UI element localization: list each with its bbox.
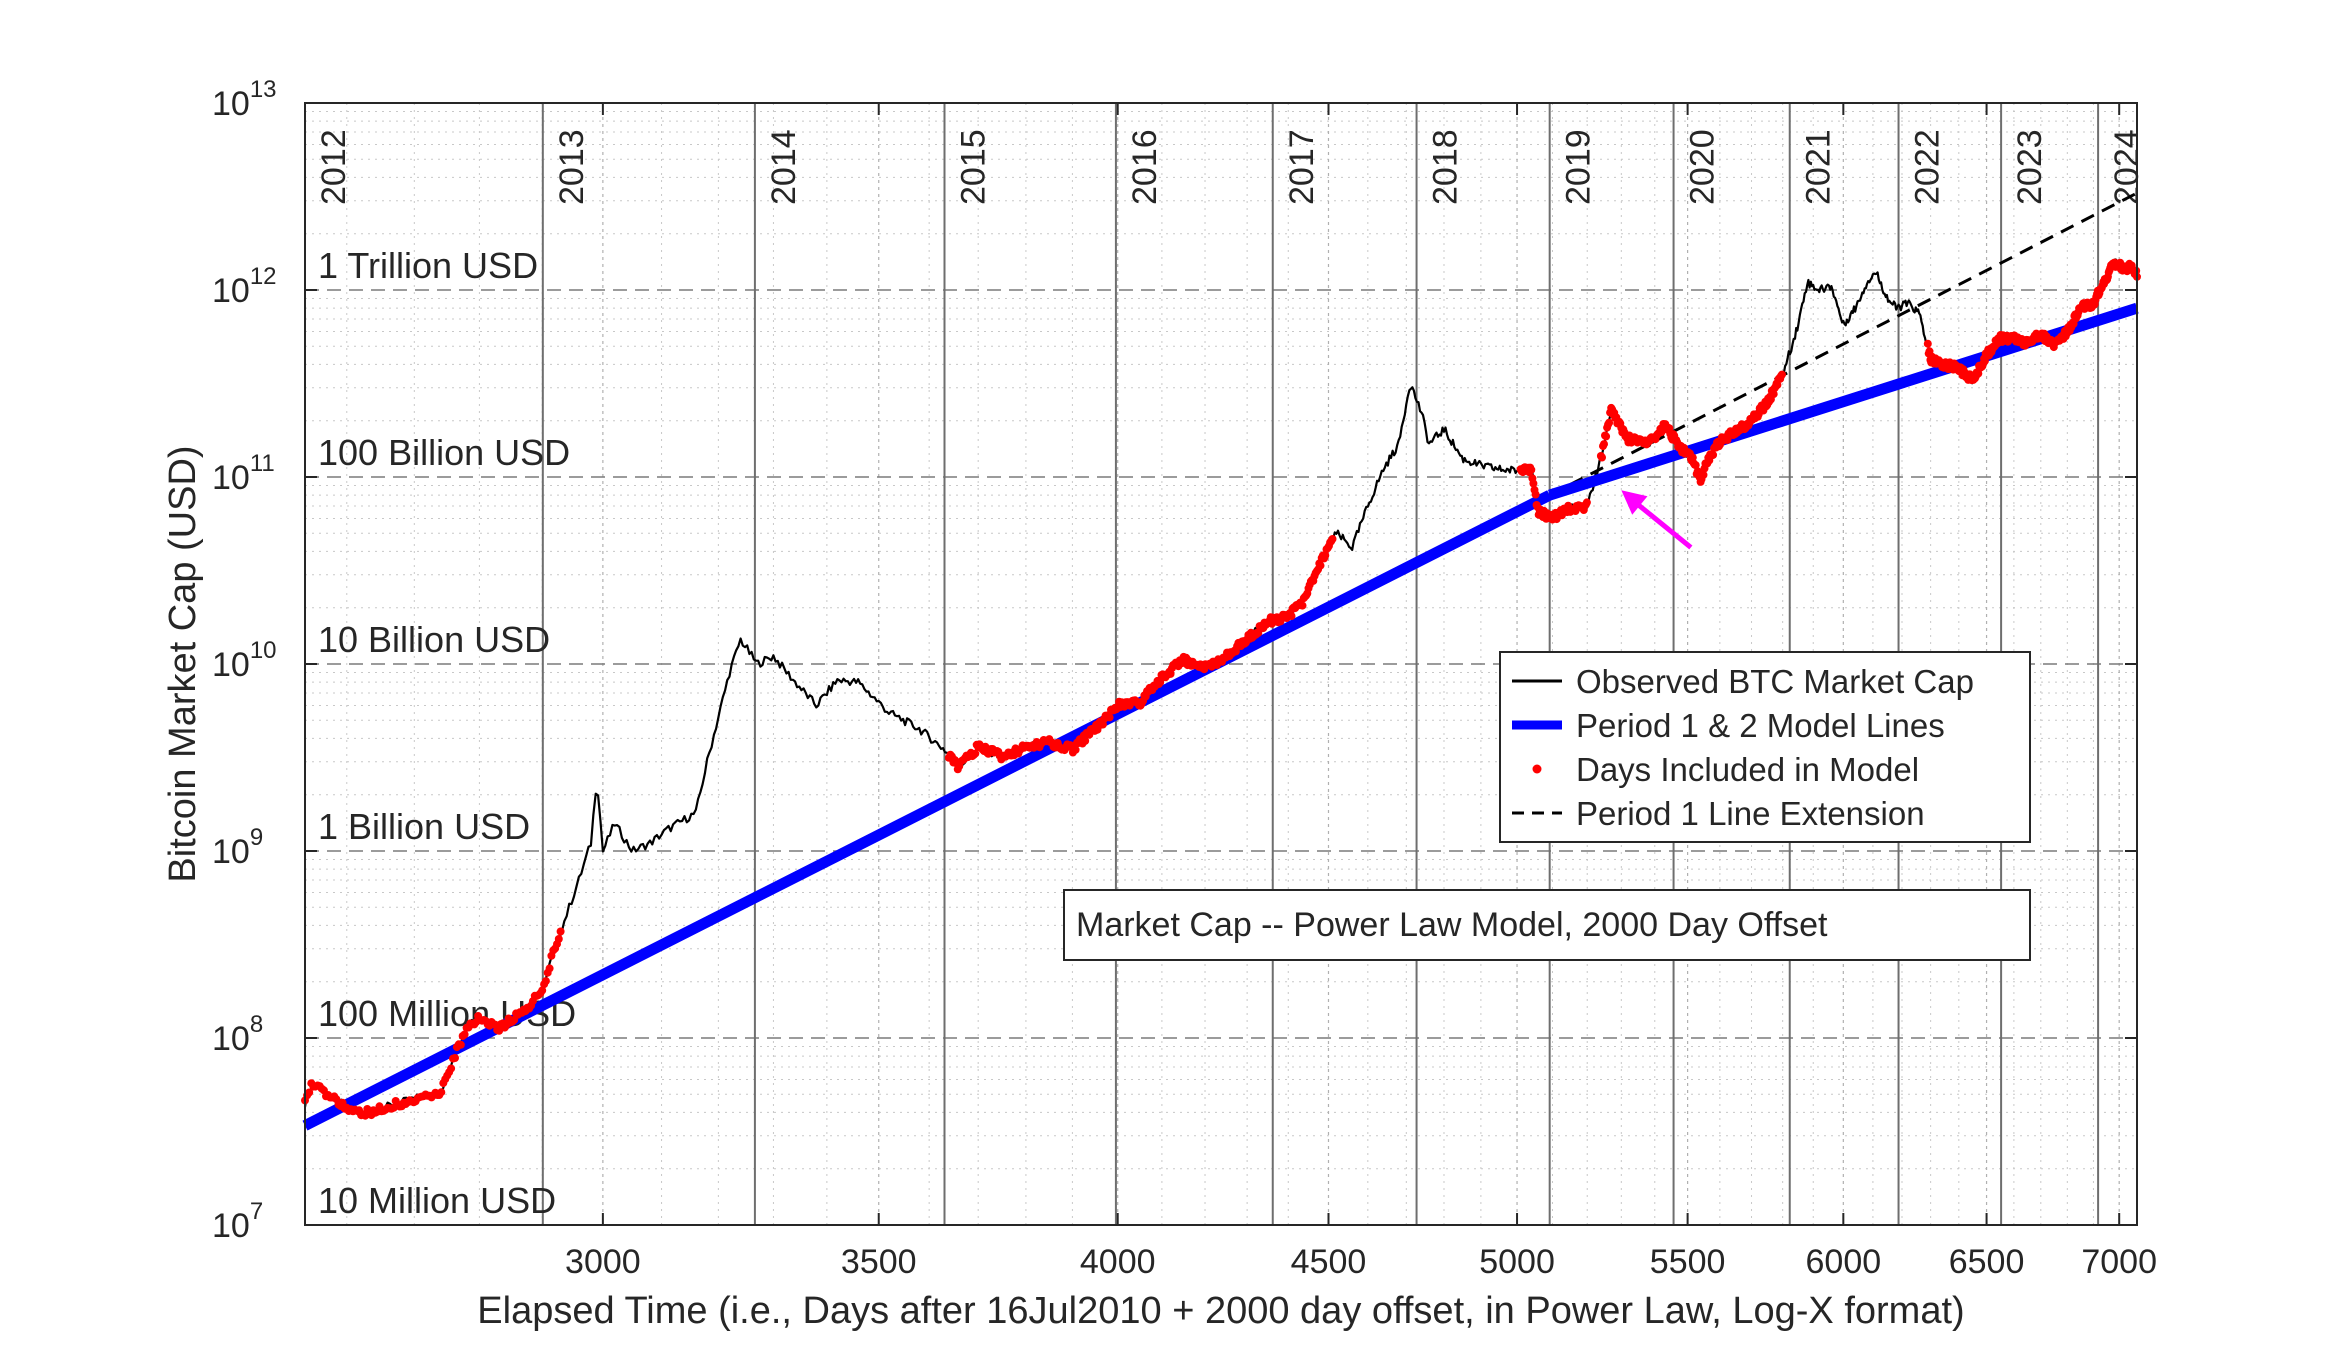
model-day-dot	[451, 1054, 459, 1062]
model-day-dot	[554, 935, 563, 943]
model-day-dot	[1531, 490, 1540, 499]
y-tick-label: 107	[212, 1198, 263, 1245]
model-day-dot	[1105, 713, 1114, 722]
period-1-line-extension	[1548, 191, 2138, 497]
model-day-dot	[1298, 601, 1307, 610]
model-day-dot	[1600, 440, 1608, 449]
series-layer	[301, 191, 2141, 1131]
y-tick-label: 1013	[212, 76, 277, 123]
year-label: 2015	[955, 129, 993, 205]
year-label: 2021	[1800, 129, 1838, 205]
model-day-dot	[1328, 535, 1337, 543]
model-day-dot	[1527, 465, 1536, 474]
y-tick-label: 1012	[212, 263, 277, 310]
year-label: 2016	[1126, 129, 1164, 205]
model-day-dot	[1778, 370, 1786, 379]
model-day-dot	[1769, 390, 1778, 399]
model-day-dot	[1723, 435, 1732, 444]
year-label: 2023	[2011, 129, 2049, 205]
x-tick-label: 5000	[1479, 1243, 1555, 1281]
year-label: 2019	[1560, 129, 1598, 205]
model-day-dot	[1582, 498, 1591, 507]
model-day-dot	[541, 977, 550, 986]
year-label: 2020	[1684, 129, 1722, 205]
legend-swatch-days	[1532, 764, 1542, 774]
model-day-dot	[556, 927, 565, 936]
model-day-dot	[1081, 736, 1090, 745]
magnitude-label: 1 Billion USD	[318, 806, 530, 847]
x-tick-label: 5500	[1650, 1243, 1726, 1281]
magnitude-labels: 1 Trillion USD 100 Billion USD 10 Billion …	[318, 245, 576, 1221]
y-tick-label: 109	[212, 824, 263, 871]
magnitude-label: 100 Billion USD	[318, 432, 570, 473]
magnitude-label: 1 Trillion USD	[318, 245, 538, 286]
model-day-dot	[1602, 432, 1611, 441]
model-day-dot	[1709, 450, 1718, 459]
x-axis-label: Elapsed Time (i.e., Days after 16Jul2010…	[477, 1290, 1964, 1332]
model-day-dot	[1598, 453, 1606, 462]
y-tick-label: 1010	[212, 637, 277, 684]
model-day-dot	[971, 749, 980, 758]
model-day-dot	[456, 1040, 465, 1049]
legend-box	[1499, 651, 2031, 843]
x-tick-label: 3000	[565, 1243, 641, 1281]
year-label: 2013	[553, 129, 591, 205]
y-tick-label: 1011	[212, 450, 275, 497]
model-day-dot	[1316, 561, 1325, 570]
model-day-dot	[1321, 551, 1330, 560]
model-day-dot	[1529, 479, 1538, 488]
x-tick-label: 4000	[1080, 1243, 1156, 1281]
year-label: 2014	[765, 129, 803, 205]
title-box: Market Cap -- Power Law Model, 2000 Day …	[1063, 889, 2031, 961]
model-day-dot	[1287, 612, 1296, 621]
x-tick-label: 3500	[841, 1243, 917, 1281]
model-day-dot	[447, 1064, 456, 1073]
chart-title: Market Cap -- Power Law Model, 2000 Day …	[1076, 906, 1828, 944]
model-day-dot	[1156, 678, 1165, 687]
magnitude-label: 10 Billion USD	[318, 619, 550, 660]
legend-label-days: Days Included in Model	[1576, 751, 1919, 788]
y-tick-label: 108	[212, 1011, 263, 1058]
annotation-arrow-head	[1621, 490, 1648, 515]
year-label: 2017	[1283, 129, 1321, 205]
model-day-dot	[1071, 745, 1080, 754]
model-day-dot	[460, 1030, 469, 1039]
magnitude-label: 10 Million USD	[318, 1180, 556, 1221]
x-tick-label: 6000	[1806, 1243, 1882, 1281]
model-day-dot	[1691, 461, 1700, 470]
year-label: 2022	[1909, 129, 1947, 205]
annotation-arrow-shaft	[1629, 497, 1693, 550]
title-box-frame	[1063, 889, 2031, 961]
legend: Observed BTC Market Cap Period 1 & 2 Mod…	[1499, 651, 2031, 843]
legend-label-extension: Period 1 Line Extension	[1576, 795, 1925, 832]
year-label: 2024	[2108, 129, 2146, 205]
legend-label-model: Period 1 & 2 Model Lines	[1576, 707, 1945, 744]
x-tick-label: 4500	[1291, 1243, 1367, 1281]
year-label: 2012	[315, 129, 353, 205]
model-day-dot	[437, 1088, 446, 1097]
model-day-dot	[1605, 418, 1614, 427]
x-tick-label: 7000	[2081, 1243, 2157, 1281]
legend-label-observed: Observed BTC Market Cap	[1576, 663, 1974, 700]
model-day-dot	[545, 964, 554, 973]
x-tick-label: 6500	[1949, 1243, 2025, 1281]
model-day-dot	[538, 986, 547, 995]
x-axis-ticks: 3000 3500 4000 4500 5000 5500 6000 6500 7000	[565, 103, 2157, 1281]
y-axis-label: Bitcoin Market Cap (USD)	[162, 445, 204, 882]
model-day-dot	[1923, 339, 1932, 348]
year-label: 2018	[1427, 129, 1465, 205]
model-day-dot	[1699, 470, 1708, 479]
model-day-dot	[305, 1088, 314, 1097]
